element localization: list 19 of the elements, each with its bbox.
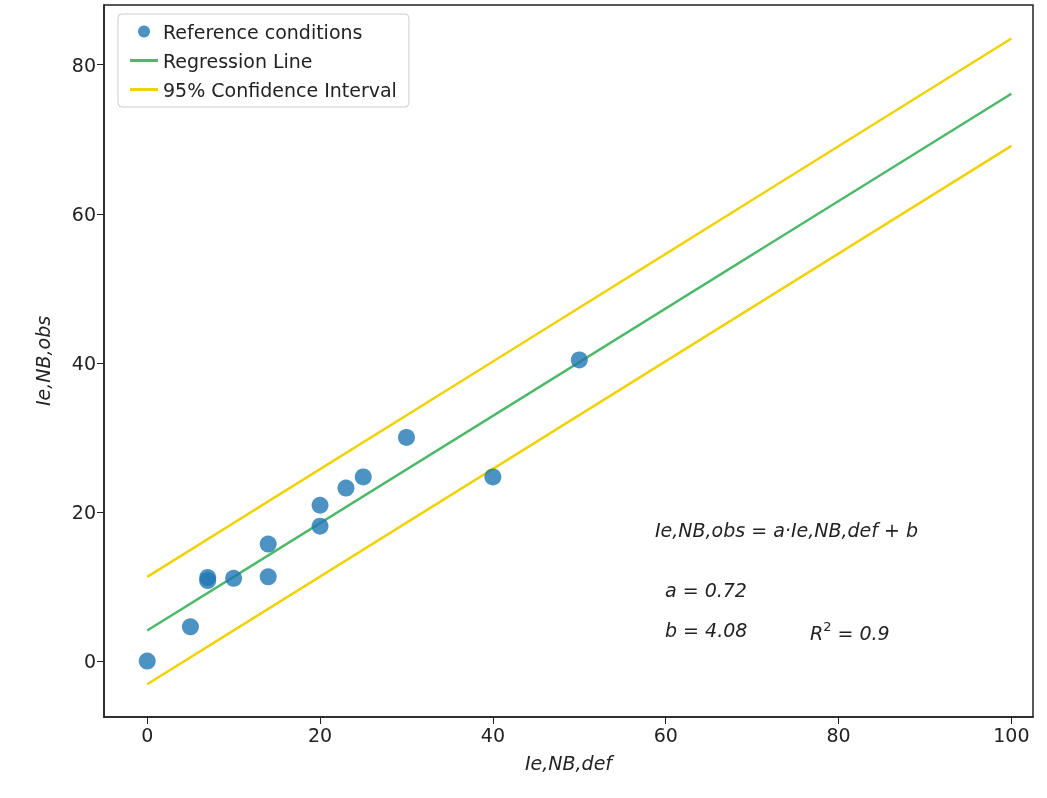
annotation: Ie,NB,obs = a·Ie,NB,def + b	[655, 518, 919, 541]
x-tick-label: 40	[480, 723, 505, 746]
y-axis-title: Ie,NB,obs	[31, 315, 54, 407]
y-tick-label: 0	[83, 650, 96, 673]
y-tick-label: 20	[71, 500, 96, 523]
legend-label: Regression Line	[163, 49, 313, 72]
y-tick-label: 40	[71, 351, 96, 374]
annotation: b = 4.08	[665, 618, 748, 641]
x-tick-label: 20	[307, 723, 333, 746]
x-tick-label: 80	[826, 723, 851, 746]
legend-label: Reference conditions	[163, 20, 363, 43]
y-tick-label: 60	[71, 202, 96, 225]
legend-label: 95% Confidence Interval	[163, 78, 397, 101]
x-tick-label: 100	[993, 723, 1030, 746]
x-tick-label: 0	[141, 723, 154, 746]
y-tick-label: 80	[71, 53, 96, 76]
x-tick-label: 60	[653, 723, 678, 746]
x-axis-title: Ie,NB,def	[524, 751, 616, 774]
annotation: a = 0.72	[665, 578, 747, 601]
